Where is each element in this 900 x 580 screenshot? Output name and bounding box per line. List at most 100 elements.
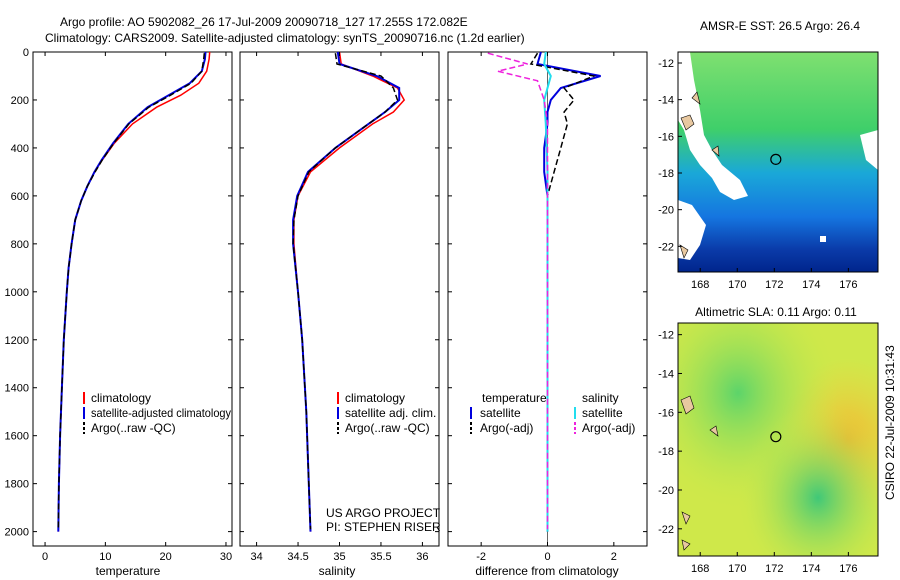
sst-map-frame bbox=[677, 51, 879, 273]
x-tick-label: 30 bbox=[220, 551, 232, 563]
map-x-tick-label: 176 bbox=[839, 279, 857, 291]
legend-label-argo: Argo(..raw -QC) bbox=[91, 421, 176, 435]
series-line-climatology bbox=[293, 51, 406, 532]
y-tick-label: 1000 bbox=[5, 287, 29, 299]
land-patch bbox=[711, 145, 720, 157]
y-tick-label: 800 bbox=[11, 239, 29, 251]
legend-label-sal-argo: Argo(-adj) bbox=[582, 421, 635, 435]
argo-position-marker bbox=[770, 431, 782, 443]
annotation-project: US ARGO PROJECT bbox=[326, 506, 441, 520]
sst-nodata-island bbox=[678, 200, 706, 260]
map-x-tick-label: 174 bbox=[802, 279, 820, 291]
map-y-tick-label: -18 bbox=[658, 446, 674, 458]
map-y-tick-label: -22 bbox=[658, 241, 674, 253]
map-y-tick-label: -12 bbox=[658, 330, 674, 342]
land-patch bbox=[679, 244, 689, 259]
xlabel-salinity: salinity bbox=[319, 564, 356, 578]
legend-label-argo: Argo(..raw -QC) bbox=[345, 421, 430, 435]
map-y-tick-label: -20 bbox=[658, 485, 674, 497]
map-x-tick-label: 170 bbox=[728, 279, 746, 291]
map-axes: 168 170 172 174 176 -12 -14 -16 -18 -20 -22 168 170 1… bbox=[658, 58, 857, 575]
y-tick-label: 1200 bbox=[5, 335, 29, 347]
map-y-tick-label: -18 bbox=[658, 168, 674, 180]
y-tick-label: 200 bbox=[11, 95, 29, 107]
land-patch bbox=[680, 114, 695, 131]
difference-plot: -2 0 2 bbox=[448, 51, 647, 563]
x-tick-label: 10 bbox=[99, 551, 111, 563]
legend-header-salinity: salinity bbox=[582, 391, 619, 405]
sst-nodata-east bbox=[860, 130, 878, 170]
y-tick-label: 600 bbox=[11, 191, 29, 203]
x-tick-label: 2 bbox=[611, 551, 617, 563]
map-x-tick-label: 174 bbox=[802, 563, 820, 575]
series-line-argo bbox=[292, 53, 399, 530]
sla-low-anomaly bbox=[678, 323, 878, 556]
title-line-1: Argo profile: AO 5902082_26 17-Jul-2009 … bbox=[60, 15, 468, 29]
sla-map-frame bbox=[677, 322, 879, 557]
map-x-tick-label: 176 bbox=[839, 563, 857, 575]
legend-label-sal-satellite: satellite bbox=[582, 406, 623, 420]
salinity-plot-frame bbox=[239, 51, 440, 547]
y-tick-label: 1800 bbox=[5, 479, 29, 491]
x-tick-label: 34 bbox=[250, 551, 262, 563]
temperature-legend: climatology satellite-adjusted climatolo… bbox=[83, 391, 231, 435]
legend-label-climatology: climatology bbox=[345, 391, 405, 405]
map-x-tick-label: 168 bbox=[691, 279, 709, 291]
series-line-temperature-argo bbox=[529, 52, 597, 530]
argo-position-marker bbox=[770, 153, 782, 165]
map-y-tick-label: -14 bbox=[658, 95, 674, 107]
x-tick-label: 0 bbox=[42, 551, 48, 563]
xlabel-difference: difference from climatology bbox=[475, 564, 618, 578]
land-patch bbox=[709, 425, 719, 437]
salinity-legend: climatology satellite adj. clim. Argo(..… bbox=[326, 391, 441, 534]
annotation-pi: PI: STEPHEN RISER bbox=[326, 520, 441, 534]
land-patch bbox=[691, 91, 701, 105]
map-x-tick-label: 172 bbox=[765, 563, 783, 575]
y-tick-label: 0 bbox=[23, 47, 29, 59]
sst-nodata-pixel bbox=[820, 236, 826, 242]
sst-map bbox=[677, 51, 879, 273]
x-tick-label: 20 bbox=[160, 551, 172, 563]
credit-footer: CSIRO 22-Jul-2009 10:31:43 bbox=[883, 345, 897, 500]
salinity-plot: 34 34.5 35 35.5 36 bbox=[240, 51, 439, 563]
legend-label-temp-satellite: satellite bbox=[480, 406, 521, 420]
temperature-plot: 0 10 20 30 0 200 400 600 800 1000 1200 1400 1600 1800… bbox=[5, 47, 233, 563]
land-patch bbox=[681, 539, 691, 551]
map-y-tick-label: -22 bbox=[658, 524, 674, 536]
temperature-plot-frame bbox=[32, 51, 233, 547]
map-y-tick-label: -16 bbox=[658, 407, 674, 419]
series-line-satellite bbox=[292, 51, 401, 532]
x-tick-label: 36 bbox=[416, 551, 428, 563]
x-tick-label: 34.5 bbox=[287, 551, 308, 563]
map-x-tick-label: 170 bbox=[728, 563, 746, 575]
y-tick-label: 1400 bbox=[5, 383, 29, 395]
sst-map-title: AMSR-E SST: 26.5 Argo: 26.4 bbox=[700, 19, 860, 33]
map-x-tick-label: 172 bbox=[765, 279, 783, 291]
y-tick-label: 1600 bbox=[5, 431, 29, 443]
y-tick-label: 400 bbox=[11, 143, 29, 155]
sla-map-title: Altimetric SLA: 0.11 Argo: 0.11 bbox=[695, 305, 857, 319]
map-x-tick-label: 168 bbox=[691, 563, 709, 575]
series-line-argo bbox=[57, 53, 206, 530]
land-patch bbox=[681, 511, 691, 525]
title-line-2: Climatology: CARS2009. Satellite-adjuste… bbox=[45, 31, 525, 45]
x-tick-label: 35.5 bbox=[370, 551, 391, 563]
legend-header-temperature: temperature bbox=[482, 391, 547, 405]
map-y-tick-label: -14 bbox=[658, 368, 674, 380]
series-line-salinity-argo bbox=[487, 52, 549, 530]
map-y-tick-label: -12 bbox=[658, 58, 674, 70]
legend-label-satellite: satellite adj. clim. bbox=[345, 406, 436, 420]
land-patch bbox=[680, 395, 695, 415]
legend-label-satellite: satellite-adjusted climatology bbox=[91, 406, 231, 420]
x-tick-label: -2 bbox=[476, 551, 486, 563]
xlabel-temperature: temperature bbox=[96, 564, 161, 578]
x-tick-label: 0 bbox=[544, 551, 550, 563]
sla-map bbox=[677, 322, 879, 557]
map-y-tick-label: -20 bbox=[658, 205, 674, 217]
legend-label-climatology: climatology bbox=[91, 391, 151, 405]
x-tick-label: 35 bbox=[333, 551, 345, 563]
map-y-tick-label: -16 bbox=[658, 131, 674, 143]
series-line-climatology bbox=[57, 51, 211, 532]
y-tick-label: 2000 bbox=[5, 527, 29, 539]
